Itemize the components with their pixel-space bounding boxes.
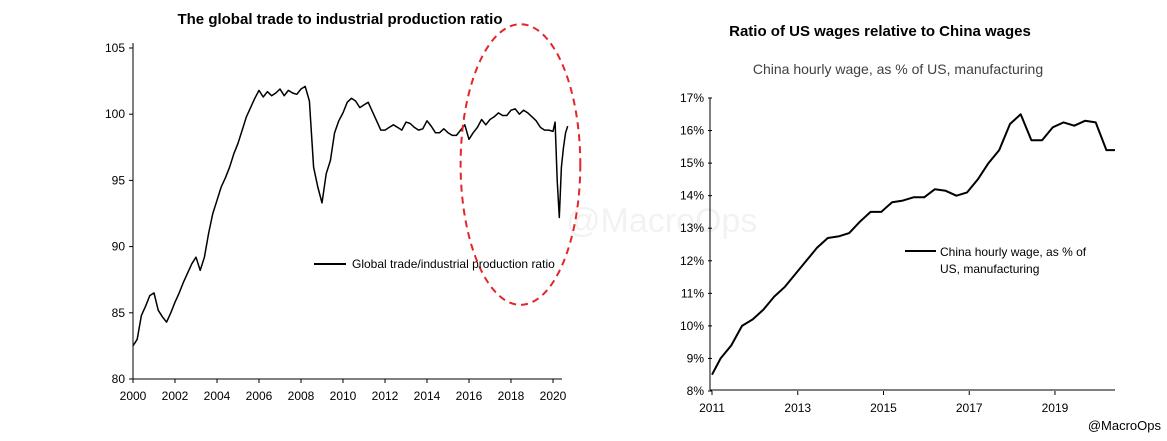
chart2-y-tick-label: 10%: [680, 319, 704, 333]
chart2-x-tick-label: 2011: [699, 401, 725, 415]
chart1-x-tick-label: 2016: [456, 389, 483, 403]
chart1-x-tick-label: 2000: [120, 389, 147, 403]
chart1-x-tick-label: 2006: [246, 389, 273, 403]
chart1-x-tick-label: 2002: [162, 389, 189, 403]
trade-ratio-chart: The global trade to industrial productio…: [105, 11, 582, 403]
chart1-x-tick-label: 2008: [288, 389, 315, 403]
chart1-legend-label: Global trade/industrial production ratio: [352, 257, 555, 271]
chart1-x-tick-label: 2020: [540, 389, 567, 403]
chart2-legend-label-line2: US, manufacturing: [940, 262, 1039, 276]
chart1-x-tick-label: 2018: [498, 389, 525, 403]
highlight-circle: [459, 23, 582, 306]
chart2-y-tick-label: 15%: [680, 156, 704, 170]
wage-ratio-chart: Ratio of US wages relative to China wage…: [680, 23, 1115, 415]
chart1-y-tick-label: 85: [112, 306, 126, 320]
chart2-y-tick-label: 17%: [680, 91, 704, 105]
credit-text: @MacroOps: [1088, 418, 1162, 433]
chart2-x-tick-label: 2015: [870, 401, 897, 415]
chart2-y-tick-label: 8%: [687, 384, 705, 398]
chart2-y-tick-label: 9%: [687, 351, 705, 365]
chart2-y-tick-label: 16%: [680, 124, 704, 138]
chart1-title: The global trade to industrial productio…: [177, 11, 502, 28]
chart1-y-tick-label: 95: [112, 173, 126, 187]
chart1-y-tick-label: 100: [105, 107, 125, 121]
chart2-title: Ratio of US wages relative to China wage…: [729, 23, 1031, 40]
chart2-x-tick-label: 2013: [784, 401, 811, 415]
chart1-series-line: [132, 85, 569, 347]
chart2-x-tick-label: 2017: [956, 401, 983, 415]
chart1-x-tick-label: 2014: [414, 389, 441, 403]
chart2-series-line: [711, 113, 1115, 376]
chart1-y-tick-label: 105: [105, 41, 125, 55]
chart1-y-tick-label: 80: [112, 372, 126, 386]
watermark-text: @MacroOps: [566, 202, 757, 240]
chart2-legend-label-line1: China hourly wage, as % of: [940, 245, 1087, 259]
chart1-x-tick-label: 2012: [372, 389, 399, 403]
chart2-y-tick-label: 13%: [680, 221, 704, 235]
chart1-x-tick-label: 2010: [330, 389, 357, 403]
chart1-y-tick-label: 90: [112, 240, 126, 254]
chart2-y-tick-label: 11%: [681, 286, 704, 300]
chart2-x-tick-label: 2019: [1042, 401, 1069, 415]
chart1-x-tick-label: 2004: [204, 389, 231, 403]
chart2-subtitle: China hourly wage, as % of US, manufactu…: [753, 61, 1043, 77]
chart2-y-tick-label: 14%: [680, 189, 704, 203]
chart2-y-tick-label: 12%: [680, 254, 704, 268]
